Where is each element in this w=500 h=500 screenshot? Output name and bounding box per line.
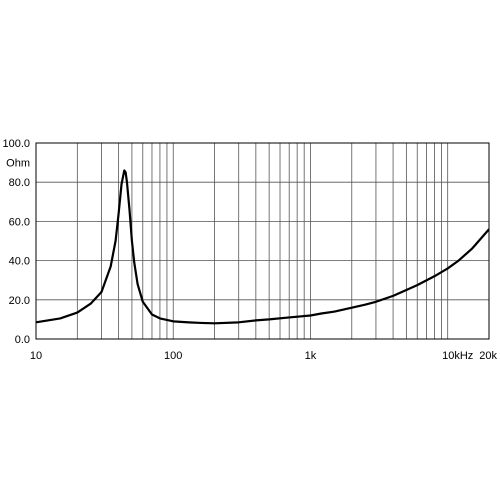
y-tick-label: 100.0	[2, 138, 30, 150]
y-tick-label: 20.0	[9, 295, 30, 307]
x-tick-label: 10	[30, 350, 42, 362]
y-tick-label: 40.0	[9, 256, 30, 268]
x-tick-label: 20k	[479, 350, 497, 362]
y-tick-labels: 0.0 20.0 40.0 60.0 80.0 100.0	[2, 138, 30, 346]
grid-lines	[35, 142, 490, 340]
y-tick-label: 60.0	[9, 216, 30, 228]
y-tick-label: 80.0	[9, 177, 30, 189]
y-axis-label: Ohm	[6, 158, 30, 170]
plot-frame	[35, 142, 490, 340]
x-tick-label: 10kHz	[442, 350, 473, 362]
x-tick-label: 1k	[305, 350, 317, 362]
y-tick-label: 0.0	[15, 334, 30, 346]
x-tick-label: 100	[164, 350, 182, 362]
x-tick-labels: 10 100 1k 10kHz 20k	[30, 350, 498, 362]
impedance-curve	[35, 169, 490, 325]
